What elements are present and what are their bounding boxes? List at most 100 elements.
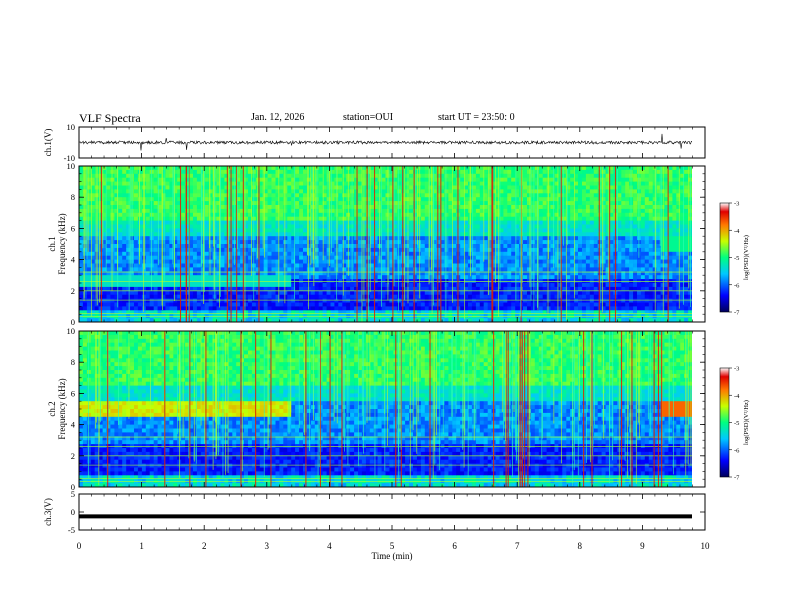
spectrogram-cell [102,247,107,253]
spectrogram-cell [141,173,147,179]
spectrogram-cell [523,251,528,257]
spectrogram-cell [338,306,343,311]
spectrogram-cell [444,232,449,237]
spectrogram-cell [354,251,359,257]
spectrogram-cell [82,212,88,218]
spectrogram-cell [259,271,265,276]
spectrogram-cell [440,306,445,311]
spectrogram-cell [358,185,363,190]
spectrogram-cell [263,224,268,229]
spectrogram-cell [263,185,268,190]
spectrogram-cell [259,166,265,171]
spectrogram-cell [397,318,402,323]
spectrogram-cell [82,205,88,210]
spectrogram-cell [385,302,390,307]
spectrogram-cell [275,318,280,323]
spectrogram-cell [460,310,465,315]
spectrogram-cell [200,259,206,264]
spectrogram-cell [181,271,186,276]
spectrogram-cell [283,173,288,179]
spectrogram-cell [263,294,268,299]
spectrogram-cell [181,169,186,175]
spectrogram-cell [491,236,496,241]
spectrogram-cell [358,177,363,182]
spectrogram-cell [530,267,536,272]
spectrogram-cell [263,286,268,292]
spectrogram-cell [318,244,323,249]
spectrogram-cell [538,271,544,276]
spectrogram-cell [471,228,477,233]
spectrogram-cell [134,318,139,323]
spectrogram-cell [511,185,516,190]
spectrogram-cell [358,208,363,214]
spectrogram-cell [448,216,453,221]
spectrogram-cell [475,197,481,202]
spectrogram-cell [185,224,190,229]
spectrogram-cell [511,286,516,292]
spectrogram-cell [196,244,202,249]
spectrogram-cell [554,251,559,257]
spectrogram-cell [452,173,457,179]
spectrogram-cell [204,189,209,194]
spectrogram-cell [542,224,547,229]
spectrogram-cell [515,263,520,268]
spectrogram-cell [326,208,331,214]
spectrogram-cell [475,193,481,198]
spectrogram-cell [220,216,225,221]
spectrogram-cell [295,294,300,299]
spectrogram-cell [507,185,512,190]
spectrogram-cell [471,267,477,272]
spectrogram-cell [483,177,488,182]
spectrogram-cell [416,267,422,272]
chart-title: VLF Spectra [79,111,141,125]
spectrogram-cell [358,244,363,249]
spectrogram-cell [86,220,92,225]
spectrogram-cell [122,263,127,268]
spectrogram-cell [283,294,288,299]
spectrogram-cell [479,251,485,257]
spectrogram-cell [102,185,107,190]
spectrogram-cell [530,201,536,206]
spectrogram-cell [185,173,190,179]
spectrogram-cell [523,294,528,299]
spectrogram-cell [90,236,96,241]
spectrogram-cell [224,169,229,175]
spectrogram-cell [440,240,445,245]
spectrogram-cell [137,189,143,194]
spectrogram-cell [346,283,351,288]
spectrogram-cell [318,255,323,260]
spectrogram-cell [562,220,567,225]
spectrogram-cell [82,298,88,303]
spectrogram-cell [346,298,351,303]
spectrogram-cell [409,298,414,303]
spectrogram-cell [287,294,292,299]
spectrogram-cell [424,240,430,245]
spectrogram-cell [224,201,229,206]
spectrogram-cell [200,166,206,171]
spectrogram-cell [86,247,92,253]
spectrogram-cell [137,271,143,276]
spectrogram-cell [346,275,351,280]
spectrogram-cell [145,201,151,206]
spectrogram-cell [79,318,84,323]
spectrogram-cell [185,216,190,221]
spectrogram-cell [354,259,359,264]
spectrogram-cell [405,177,410,182]
spectrogram-cell [220,318,225,323]
spectrogram-cell [220,208,225,214]
spectrogram-cell [244,283,249,288]
spectrogram-cell [153,286,158,292]
spectrogram-cell [558,298,563,303]
spectrogram-cell [110,224,115,229]
spectrogram-cell [295,255,300,260]
spectrogram-cell [420,267,426,272]
spectrogram-cell [448,169,453,175]
spectrogram-cell [145,286,151,292]
spectrogram-cell [224,173,229,179]
spectrogram-cell [385,310,390,315]
spectrogram-cell [279,224,284,229]
spectrogram-cell [444,224,449,229]
spectrogram-cell [303,247,308,253]
spectrogram-cell [511,166,516,171]
